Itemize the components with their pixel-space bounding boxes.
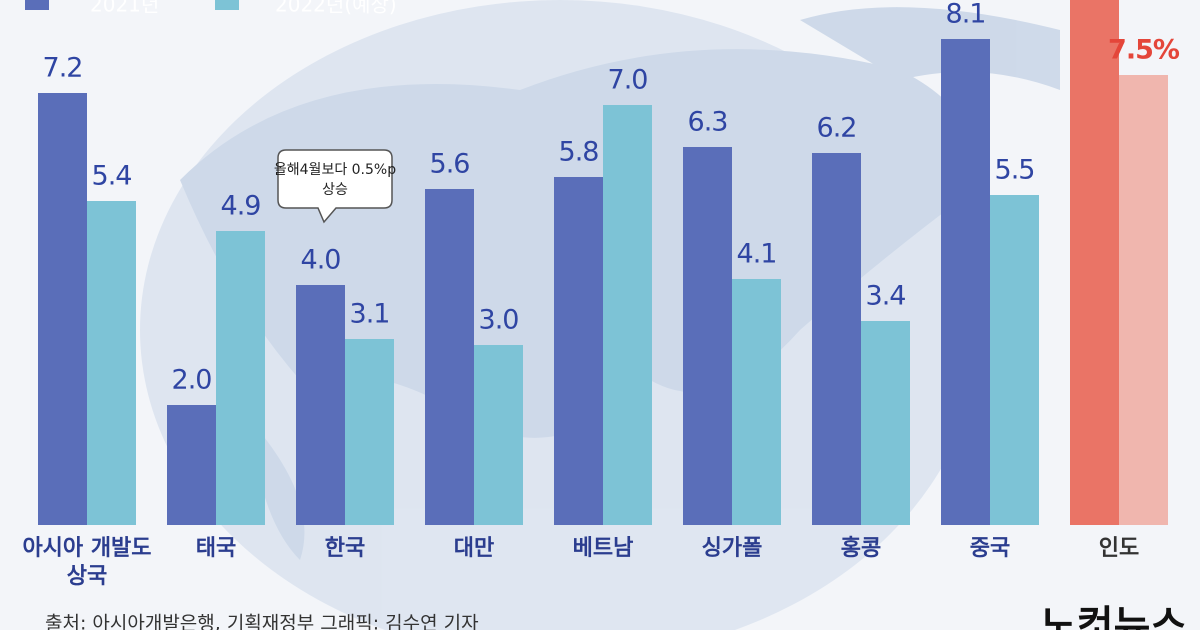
bar [990,195,1039,525]
legend-swatch [25,0,49,10]
bar [216,231,265,525]
bar [812,153,861,525]
annotation-text: 올해4월보다 0.5%p 상승 [274,162,396,198]
bar [345,339,394,525]
bar [683,147,732,525]
bar [603,105,652,525]
legend-swatch [215,0,239,10]
value-label: 6.2 [817,113,857,144]
bar [296,285,345,525]
bar [1070,0,1119,525]
bar [38,93,87,525]
value-label: 7.0 [608,65,648,96]
x-tick-label: 싱가폴 [701,536,763,561]
bar [167,405,216,525]
bar [861,321,910,525]
logo: 노컷뉴스 [1040,603,1187,630]
value-label: 4.1 [737,239,777,270]
value-label: 5.5 [995,155,1035,186]
x-tick-label: 베트남 [572,536,634,561]
value-label: 8.1 [946,0,986,30]
legend-label: 2021년 [90,0,159,17]
value-label: 7.5% [1108,35,1180,66]
x-tick-label: 인도 [1098,536,1140,561]
source: 출처: 아시아개발은행, 기획재정부 그래픽: 김수연 기자 [45,613,479,630]
value-label: 3.4 [866,281,906,312]
legend-label: 2022년(예상) [275,0,397,17]
legend: 2021년 2022년(예상) [25,0,397,17]
bar [554,177,603,525]
value-label: 3.1 [350,299,390,330]
x-tick-label: 태국 [195,536,237,561]
bar [732,279,781,525]
value-label: 7.2 [43,53,83,84]
value-label: 2.0 [172,365,212,396]
bar [1119,75,1168,525]
value-label: 3.0 [479,305,519,336]
bar [87,201,136,525]
value-label: 5.4 [92,161,132,192]
annotation: 올해4월보다 0.5%p 상승 [274,149,396,224]
value-label: 5.6 [430,149,470,180]
value-label: 4.0 [301,245,341,276]
x-tick-label: 아시아 개발도상국 [22,536,152,589]
value-label: 6.3 [688,107,728,138]
value-label: 4.9 [221,191,261,222]
value-label: 5.8 [559,137,599,168]
bar [941,39,990,525]
x-tick-label: 대만 [453,536,495,561]
x-tick-label: 홍콩 [840,536,882,561]
bar [474,345,523,525]
x-tick-label: 중국 [969,536,1011,561]
bar [425,189,474,525]
x-tick-label: 한국 [324,536,366,561]
